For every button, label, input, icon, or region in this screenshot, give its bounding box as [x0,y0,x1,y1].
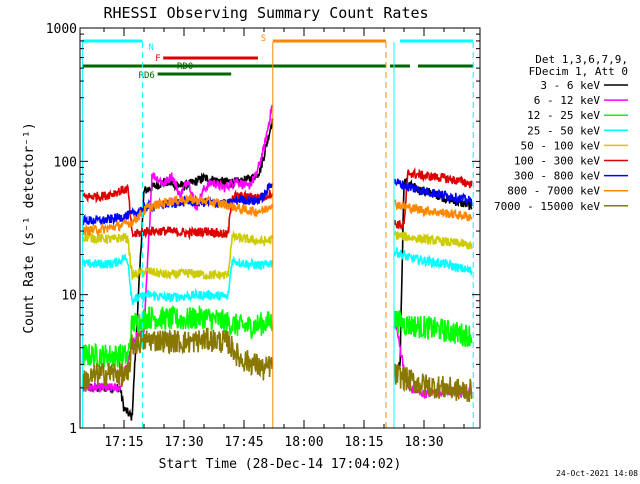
series-line-4 [81,247,473,306]
legend-label: 50 - 100 keV [521,139,601,152]
series-line-9 [81,327,473,403]
series-line-3 [81,304,473,368]
flag-label-rd0: RD0 [177,62,193,72]
x-tick-label: 17:15 [104,435,143,450]
y-axis-label: Count Rate (s⁻¹ detector⁻¹) [22,122,37,333]
interval-lines [81,42,474,428]
x-axis-label: Start Time (28-Dec-14 17:04:02) [159,457,402,472]
series-line-5 [81,229,473,281]
legend-label: 6 - 12 keV [534,94,601,107]
legend-label: 300 - 800 keV [514,170,600,183]
legend-label: 100 - 300 keV [514,155,600,168]
series-line-8 [81,192,473,237]
legend-label: 12 - 25 keV [527,109,600,122]
x-tick-label: 17:30 [164,435,203,450]
plot-frame [79,27,481,429]
x-tick-label: 18:15 [344,435,383,450]
flag-label-s: S [261,34,266,44]
y-tick-label: 10 [61,289,77,304]
axis-ticks: 17:15 17:30 17:45 18:00 18:15 18:30 1 10 100 1000 [46,22,480,450]
flag-label-n: N [148,43,153,53]
x-tick-label: 17:45 [224,435,263,450]
legend: Det 1,3,6,7,9,FDecim 1, Att 03 - 6 keV 6 … [494,53,628,213]
timestamp: 24-Oct-2021 14:08 [556,469,638,478]
flag-label-rd6: RD6 [139,71,155,81]
flag-label-f: F [155,54,160,64]
y-tick-label: 100 [54,155,77,170]
legend-label: 25 - 50 keV [527,124,600,137]
legend-label: 3 - 6 keV [540,79,600,92]
legend-header-line: Det 1,3,6,7,9, [535,53,628,66]
y-tick-label: 1000 [46,22,77,37]
series-lines [81,104,473,421]
x-tick-label: 18:00 [284,435,323,450]
chart-title: RHESSI Observing Summary Count Rates [103,4,428,22]
y-tick-label: 1 [69,422,77,437]
legend-label: 7000 - 15000 keV [494,200,600,213]
flag-bars: N S F RD0 RD6 [82,34,474,81]
x-tick-label: 18:30 [404,435,443,450]
series-line-6 [82,166,473,241]
legend-label: 800 - 7000 keV [507,185,600,198]
legend-header-line: FDecim 1, Att 0 [529,65,628,78]
